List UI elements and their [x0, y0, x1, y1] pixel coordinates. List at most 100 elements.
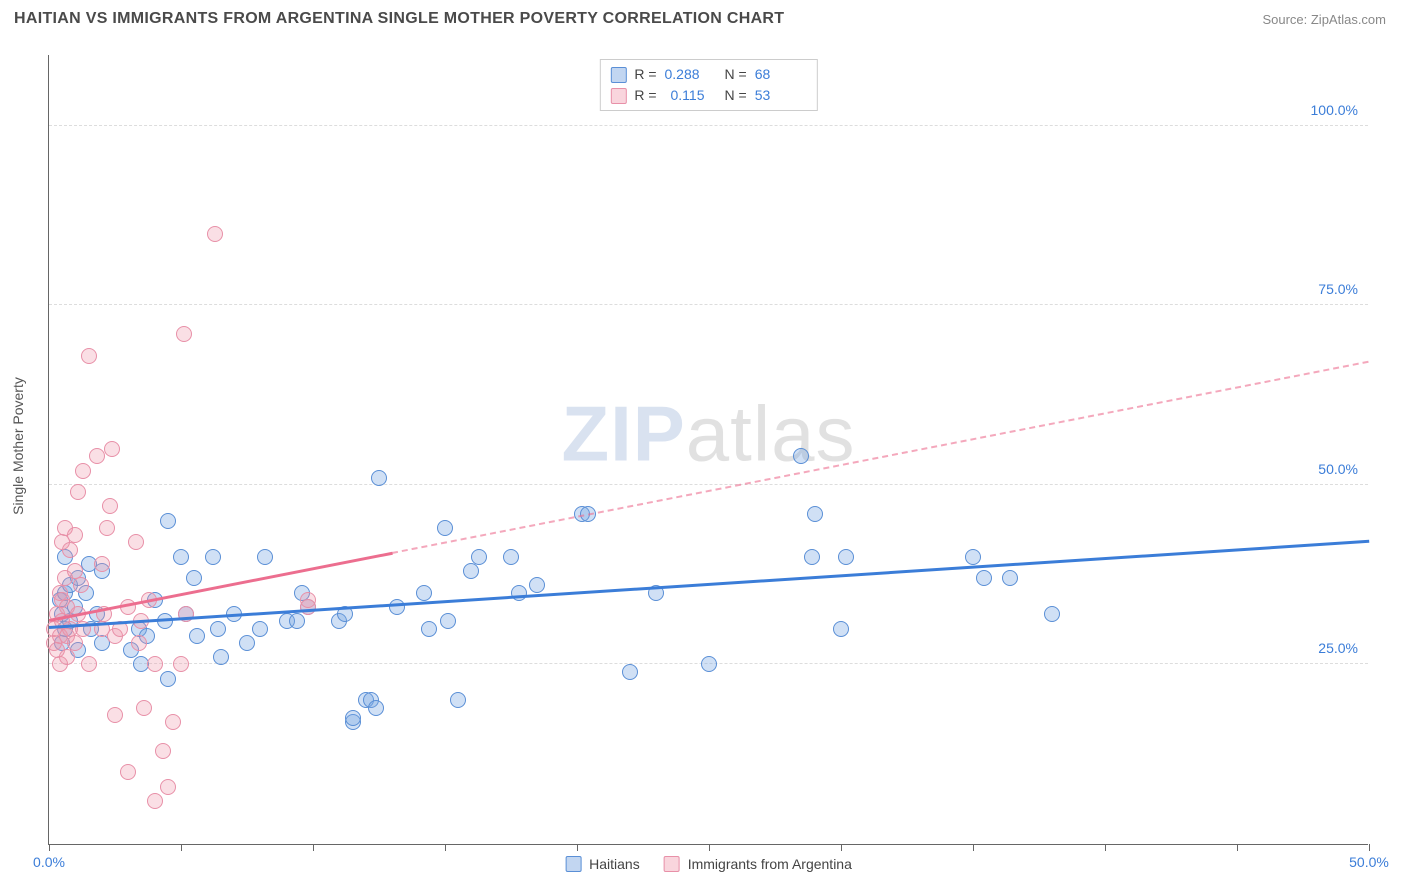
- watermark-atlas: atlas: [686, 389, 856, 477]
- data-point: [205, 549, 221, 565]
- data-point: [59, 649, 75, 665]
- stats-n-value-argentina: 53: [755, 85, 807, 106]
- watermark: ZIPatlas: [561, 388, 855, 479]
- x-tick: [313, 844, 314, 851]
- stats-row-haitians: R = 0.288 N = 68: [610, 64, 806, 85]
- gridline: [49, 125, 1368, 126]
- swatch-pink-icon: [610, 88, 626, 104]
- data-point: [252, 621, 268, 637]
- data-point: [503, 549, 519, 565]
- data-point: [289, 613, 305, 629]
- data-point: [437, 520, 453, 536]
- y-tick-label: 50.0%: [1318, 461, 1358, 477]
- data-point: [371, 470, 387, 486]
- data-point: [529, 577, 545, 593]
- x-tick: [181, 844, 182, 851]
- x-tick-label: 50.0%: [1349, 854, 1389, 870]
- data-point: [67, 527, 83, 543]
- data-point: [210, 621, 226, 637]
- scatter-plot: ZIPatlas R = 0.288 N = 68 R = 0.115 N = …: [48, 55, 1368, 845]
- data-point: [128, 534, 144, 550]
- data-point: [804, 549, 820, 565]
- gridline: [49, 304, 1368, 305]
- swatch-blue-icon: [565, 856, 581, 872]
- stats-n-value-haitians: 68: [755, 64, 807, 85]
- legend-item-argentina: Immigrants from Argentina: [664, 856, 852, 872]
- data-point: [421, 621, 437, 637]
- data-point: [622, 664, 638, 680]
- data-point: [701, 656, 717, 672]
- x-tick: [445, 844, 446, 851]
- data-point: [239, 635, 255, 651]
- data-point: [120, 764, 136, 780]
- source-prefix: Source:: [1262, 12, 1310, 27]
- y-axis-title: Single Mother Poverty: [10, 377, 26, 515]
- data-point: [62, 542, 78, 558]
- trend-line: [49, 540, 1369, 629]
- stats-n-label: N =: [725, 85, 747, 106]
- data-point: [94, 556, 110, 572]
- x-tick: [841, 844, 842, 851]
- stats-r-value-argentina: 0.115: [665, 85, 717, 106]
- data-point: [165, 714, 181, 730]
- swatch-pink-icon: [664, 856, 680, 872]
- data-point: [147, 793, 163, 809]
- swatch-blue-icon: [610, 67, 626, 83]
- data-point: [160, 513, 176, 529]
- y-tick-label: 25.0%: [1318, 640, 1358, 656]
- data-point: [173, 656, 189, 672]
- stats-legend: R = 0.288 N = 68 R = 0.115 N = 53: [599, 59, 817, 111]
- data-point: [89, 448, 105, 464]
- data-point: [807, 506, 823, 522]
- data-point: [155, 743, 171, 759]
- data-point: [1002, 570, 1018, 586]
- x-tick-label: 0.0%: [33, 854, 65, 870]
- data-point: [189, 628, 205, 644]
- data-point: [131, 635, 147, 651]
- data-point: [104, 441, 120, 457]
- source-link[interactable]: ZipAtlas.com: [1311, 12, 1386, 27]
- data-point: [73, 577, 89, 593]
- data-point: [511, 585, 527, 601]
- series-legend: Haitians Immigrants from Argentina: [565, 856, 852, 872]
- x-tick: [49, 844, 50, 851]
- data-point: [471, 549, 487, 565]
- data-point: [965, 549, 981, 565]
- data-point: [833, 621, 849, 637]
- x-tick: [973, 844, 974, 851]
- data-point: [793, 448, 809, 464]
- x-tick: [1237, 844, 1238, 851]
- stats-r-label: R =: [634, 64, 656, 85]
- data-point: [157, 613, 173, 629]
- trend-line: [392, 361, 1369, 554]
- source-attribution: Source: ZipAtlas.com: [1262, 12, 1386, 27]
- data-point: [838, 549, 854, 565]
- data-point: [463, 563, 479, 579]
- legend-label-haitians: Haitians: [589, 856, 640, 872]
- data-point: [147, 656, 163, 672]
- stats-row-argentina: R = 0.115 N = 53: [610, 85, 806, 106]
- stats-n-label: N =: [725, 64, 747, 85]
- x-tick: [709, 844, 710, 851]
- x-tick: [577, 844, 578, 851]
- data-point: [440, 613, 456, 629]
- stats-r-value-haitians: 0.288: [665, 64, 717, 85]
- data-point: [102, 498, 118, 514]
- data-point: [207, 226, 223, 242]
- data-point: [368, 700, 384, 716]
- data-point: [213, 649, 229, 665]
- data-point: [67, 635, 83, 651]
- y-tick-label: 75.0%: [1318, 281, 1358, 297]
- data-point: [1044, 606, 1060, 622]
- data-point: [160, 671, 176, 687]
- data-point: [345, 710, 361, 726]
- stats-r-label: R =: [634, 85, 656, 106]
- data-point: [81, 348, 97, 364]
- data-point: [99, 520, 115, 536]
- data-point: [81, 656, 97, 672]
- y-tick-label: 100.0%: [1311, 102, 1358, 118]
- data-point: [257, 549, 273, 565]
- data-point: [416, 585, 432, 601]
- data-point: [389, 599, 405, 615]
- data-point: [70, 484, 86, 500]
